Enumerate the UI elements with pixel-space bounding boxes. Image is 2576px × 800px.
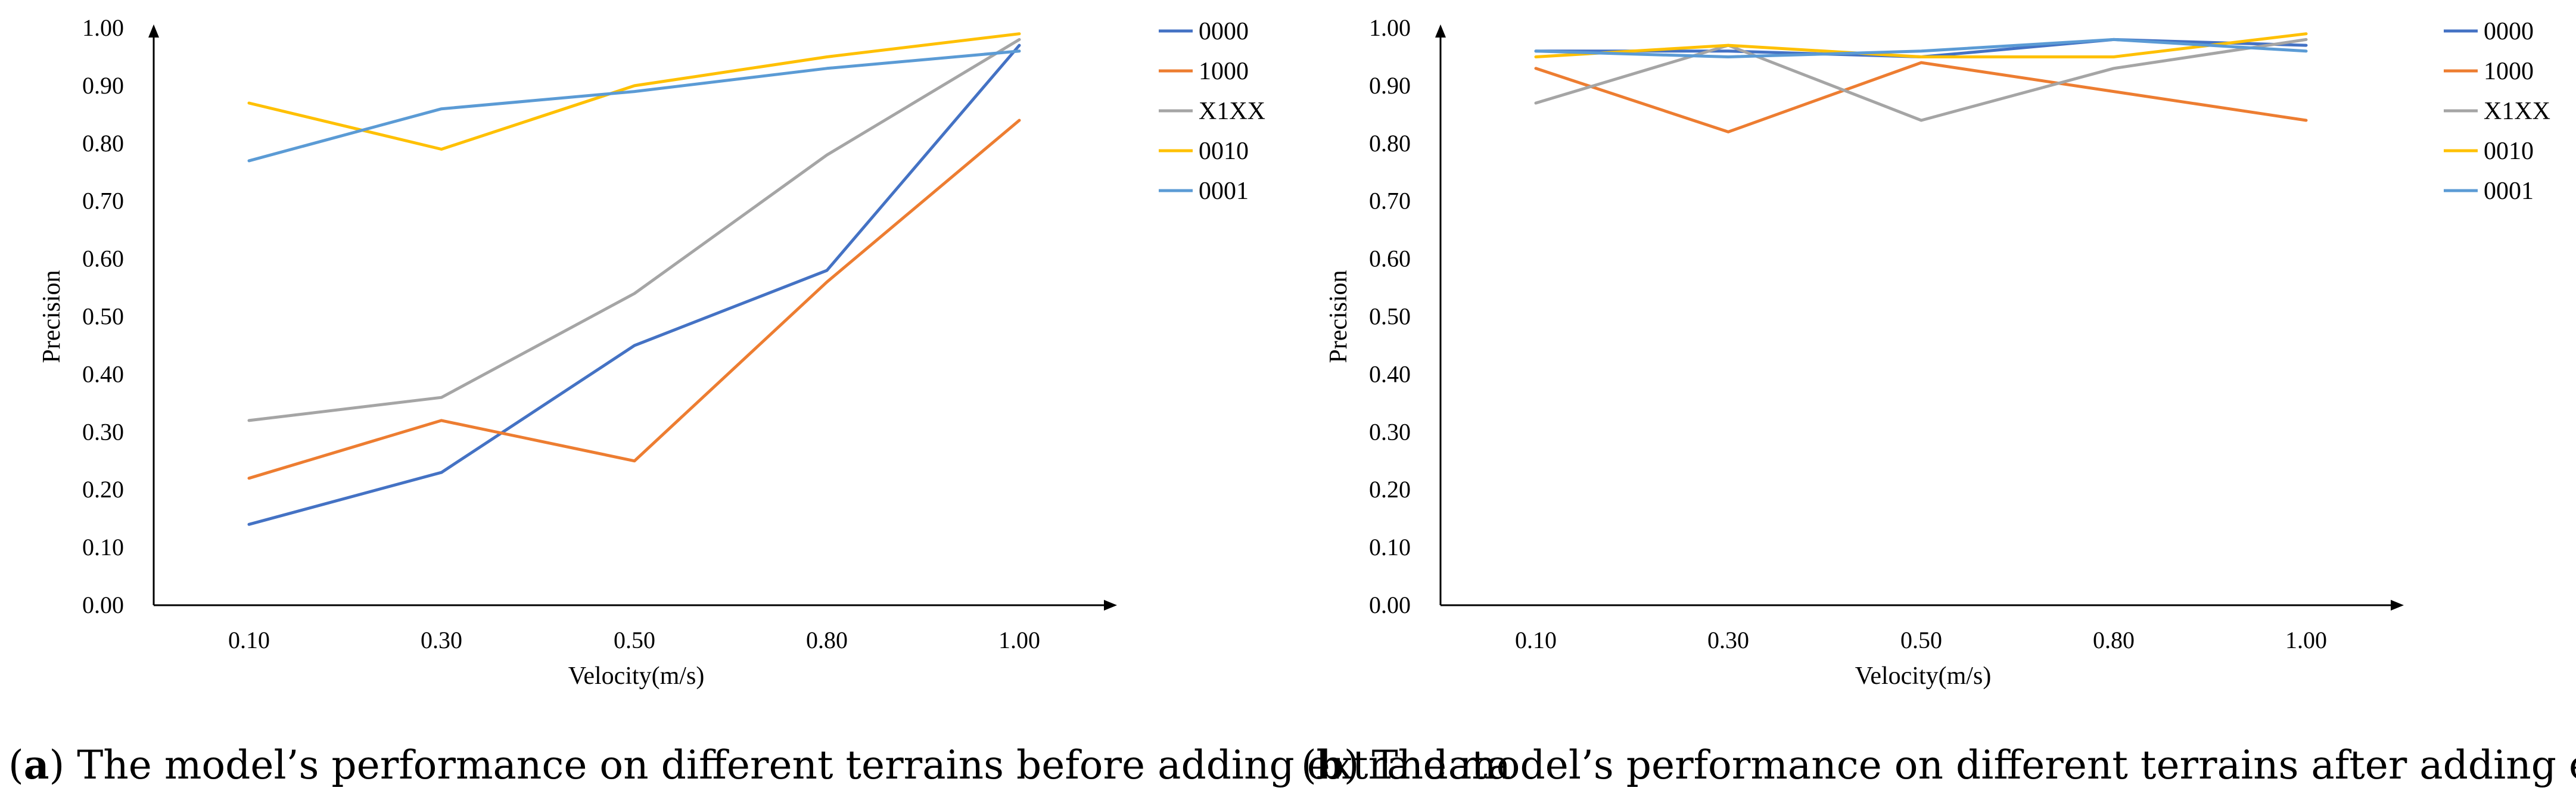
x-tick-label: 0.30 <box>1707 627 1749 653</box>
y-tick-label: 0.90 <box>82 72 124 99</box>
y-tick-label: 0.50 <box>82 303 124 330</box>
y-tick-label: 0.70 <box>82 188 124 214</box>
series-line-0001 <box>1534 38 2308 58</box>
legend-label-0010: 0010 <box>2484 138 2534 165</box>
y-tick-label: 0.90 <box>1369 72 1411 99</box>
series-line-1000 <box>1534 61 2308 133</box>
legend-label-0010: 0010 <box>1199 138 1249 165</box>
series-line-1000 <box>247 119 1021 480</box>
y-tick-label: 0.60 <box>1369 245 1411 272</box>
y-axis-title-b: Precision <box>1325 270 1352 363</box>
x-axis-arrow-a <box>1104 600 1117 611</box>
x-tick-label: 1.00 <box>2285 627 2327 653</box>
x-tick-label: 0.80 <box>2093 627 2135 653</box>
y-tick-label: 0.70 <box>1369 188 1411 214</box>
y-tick-label: 1.00 <box>1369 14 1411 41</box>
y-tick-label: 0.40 <box>82 360 124 387</box>
legend-label-x1xx: X1XX <box>2484 98 2550 125</box>
x-axis-title-a: Velocity(m/s) <box>568 662 705 690</box>
x-tick-label: 0.50 <box>1900 627 1942 653</box>
chart-b: 0.00 0.10 0.20 0.30 0.40 0.50 0.60 0.70 0.80 0.90… <box>1325 14 2550 690</box>
series-line-0000 <box>247 43 1021 526</box>
y-axis-title-a: Precision <box>38 270 66 363</box>
y-tick-label: 0.30 <box>82 418 124 445</box>
y-tick-label: 0.00 <box>1369 592 1411 618</box>
series-line-0010 <box>247 32 1021 151</box>
caption-b: (b) The model’s performance on different… <box>1301 742 2576 788</box>
series-line-x1xx <box>247 38 1021 422</box>
y-axis-arrow-b <box>1435 24 1446 38</box>
y-tick-label: 0.20 <box>1369 476 1411 503</box>
x-axis-title-b: Velocity(m/s) <box>1855 662 1992 690</box>
x-tick-label: 0.30 <box>421 627 462 653</box>
y-tick-label: 0.40 <box>1369 360 1411 387</box>
legend-label-x1xx: X1XX <box>1199 98 1265 125</box>
y-tick-label: 0.10 <box>1369 534 1411 561</box>
legend-label-1000: 1000 <box>1199 58 1249 85</box>
chart-a: 0.00 0.10 0.20 0.30 0.40 0.50 0.60 0.70 0.80 0.90… <box>38 14 1265 690</box>
x-tick-label: 0.50 <box>614 627 655 653</box>
series-line-0010 <box>1534 32 2308 58</box>
y-tick-label: 0.10 <box>82 534 124 561</box>
x-tick-label: 0.80 <box>806 627 848 653</box>
captions: (a) The model’s performance on different… <box>8 742 2576 788</box>
legend-label-0000: 0000 <box>2484 18 2534 45</box>
y-tick-label: 0.00 <box>82 592 124 618</box>
y-axis-arrow-a <box>148 24 159 38</box>
y-tick-label: 0.50 <box>1369 303 1411 330</box>
x-axis-arrow-b <box>2391 600 2404 611</box>
y-tick-label: 0.80 <box>82 130 124 157</box>
legend-label-0001: 0001 <box>1199 178 1249 205</box>
legend-label-1000: 1000 <box>2484 58 2534 85</box>
x-tick-label: 0.10 <box>1515 627 1557 653</box>
caption-a: (a) The model’s performance on different… <box>8 742 1511 788</box>
series-line-x1xx <box>1534 38 2308 122</box>
y-tick-label: 1.00 <box>82 14 124 41</box>
y-tick-label: 0.60 <box>82 245 124 272</box>
y-tick-label: 0.80 <box>1369 130 1411 157</box>
y-tick-label: 0.20 <box>82 476 124 503</box>
legend-label-0001: 0001 <box>2484 178 2534 205</box>
x-tick-label: 0.10 <box>228 627 270 653</box>
series-line-0001 <box>247 49 1021 163</box>
legend-label-0000: 0000 <box>1199 18 1249 45</box>
x-tick-label: 1.00 <box>998 627 1040 653</box>
y-tick-label: 0.30 <box>1369 418 1411 445</box>
